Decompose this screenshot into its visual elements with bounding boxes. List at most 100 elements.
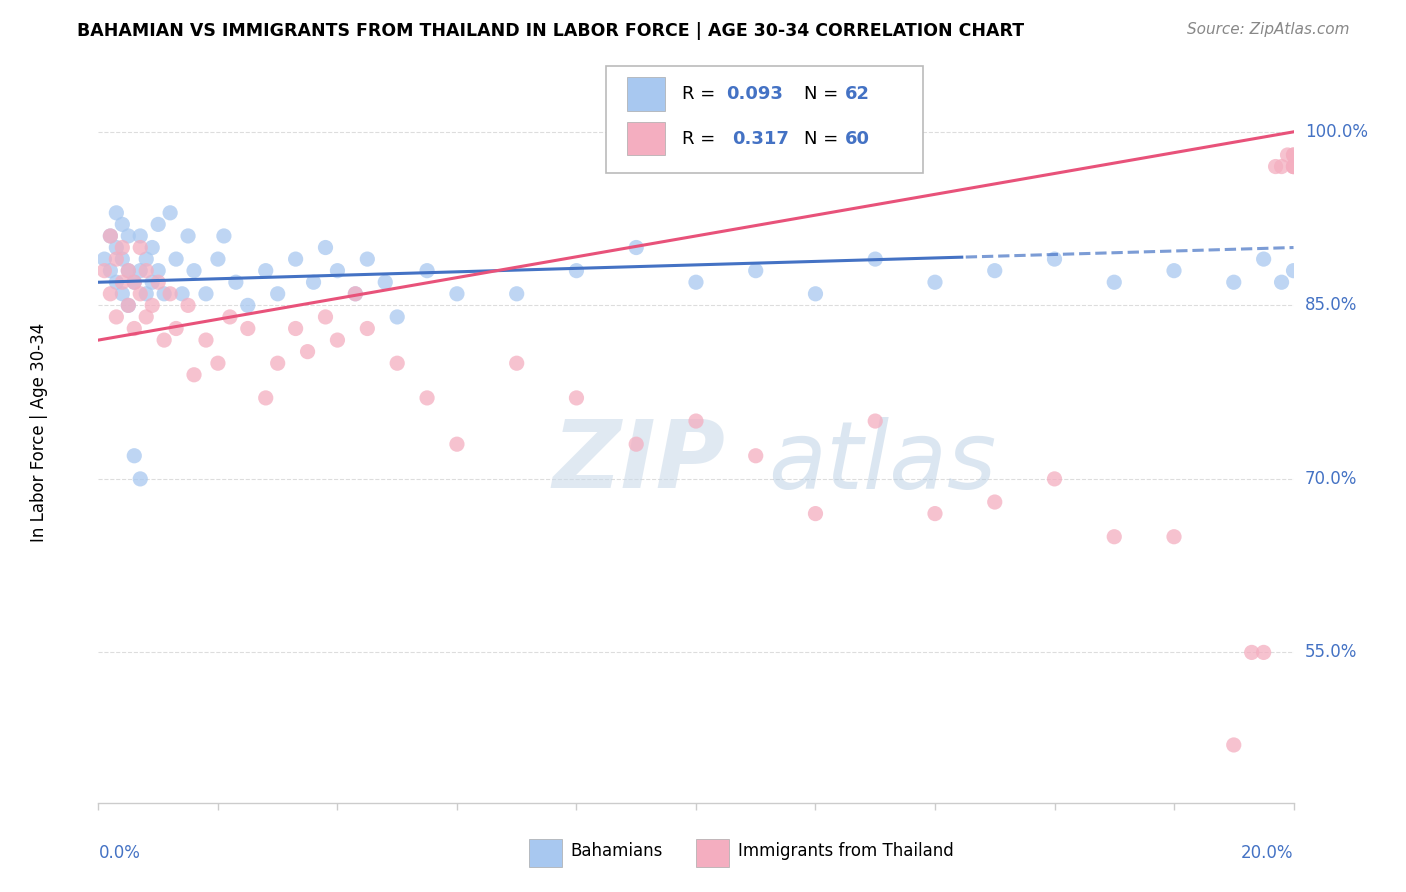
Point xyxy=(105,310,128,324)
Point xyxy=(356,252,378,266)
Point xyxy=(135,252,157,266)
Point xyxy=(1282,263,1305,277)
Point xyxy=(984,263,1007,277)
Point xyxy=(344,286,367,301)
Text: Source: ZipAtlas.com: Source: ZipAtlas.com xyxy=(1187,22,1350,37)
Point xyxy=(446,437,468,451)
Text: 20.0%: 20.0% xyxy=(1241,845,1294,863)
Point xyxy=(124,275,146,289)
Point xyxy=(236,321,259,335)
Point xyxy=(135,263,157,277)
Text: 0.0%: 0.0% xyxy=(98,845,141,863)
Bar xyxy=(627,78,665,111)
Point xyxy=(804,286,827,301)
Point xyxy=(924,275,946,289)
Point xyxy=(745,263,768,277)
Point xyxy=(565,263,588,277)
Point xyxy=(148,275,170,289)
Bar xyxy=(696,839,730,867)
Point xyxy=(1223,738,1246,752)
Point xyxy=(105,206,128,220)
Point xyxy=(111,286,134,301)
Point xyxy=(385,356,409,370)
Point xyxy=(117,263,139,277)
Point xyxy=(165,321,187,335)
Point xyxy=(1282,148,1305,162)
Point xyxy=(177,229,200,244)
Point xyxy=(124,275,146,289)
Point xyxy=(315,310,337,324)
Point xyxy=(1253,645,1275,659)
Point xyxy=(565,391,588,405)
Point xyxy=(344,286,367,301)
Point xyxy=(626,437,648,451)
Text: R =: R = xyxy=(682,129,727,148)
Point xyxy=(177,298,200,312)
Point xyxy=(924,507,946,521)
Point xyxy=(93,263,115,277)
Point xyxy=(236,298,259,312)
Point xyxy=(865,252,887,266)
Point xyxy=(98,263,122,277)
Point xyxy=(93,252,115,266)
Bar xyxy=(529,839,562,867)
Point xyxy=(865,414,887,428)
Text: 60: 60 xyxy=(845,129,870,148)
Text: N =: N = xyxy=(804,129,844,148)
Point xyxy=(267,286,290,301)
Point xyxy=(267,356,290,370)
Point xyxy=(111,275,134,289)
Point xyxy=(1277,148,1299,162)
FancyBboxPatch shape xyxy=(606,66,922,173)
Point xyxy=(153,333,176,347)
Point xyxy=(1104,275,1126,289)
Point xyxy=(153,286,176,301)
Bar xyxy=(627,121,665,155)
Point xyxy=(165,252,187,266)
Point xyxy=(129,240,152,254)
Point xyxy=(446,286,468,301)
Text: R =: R = xyxy=(682,86,721,103)
Point xyxy=(159,206,181,220)
Point xyxy=(804,507,827,521)
Point xyxy=(98,229,122,244)
Text: N =: N = xyxy=(804,86,844,103)
Point xyxy=(374,275,396,289)
Point xyxy=(1264,160,1286,174)
Point xyxy=(105,275,128,289)
Point xyxy=(98,229,122,244)
Point xyxy=(124,449,146,463)
Text: 55.0%: 55.0% xyxy=(1305,643,1357,661)
Text: 0.093: 0.093 xyxy=(725,86,783,103)
Point xyxy=(111,218,134,232)
Point xyxy=(326,333,349,347)
Text: 70.0%: 70.0% xyxy=(1305,470,1357,488)
Text: 0.317: 0.317 xyxy=(733,129,789,148)
Point xyxy=(302,275,325,289)
Point xyxy=(1282,160,1305,174)
Point xyxy=(207,356,229,370)
Point xyxy=(1043,252,1066,266)
Point xyxy=(105,240,128,254)
Point xyxy=(207,252,229,266)
Point xyxy=(117,298,139,312)
Text: 100.0%: 100.0% xyxy=(1305,123,1368,141)
Point xyxy=(984,495,1007,509)
Point xyxy=(1223,275,1246,289)
Point xyxy=(117,263,139,277)
Point xyxy=(129,229,152,244)
Point xyxy=(685,275,707,289)
Text: Bahamians: Bahamians xyxy=(571,842,662,860)
Point xyxy=(117,298,139,312)
Point xyxy=(1163,263,1185,277)
Point xyxy=(141,275,163,289)
Point xyxy=(219,310,242,324)
Point xyxy=(195,286,218,301)
Point xyxy=(385,310,409,324)
Point xyxy=(356,321,378,335)
Point xyxy=(1282,160,1305,174)
Point xyxy=(416,391,439,405)
Point xyxy=(111,252,134,266)
Point xyxy=(105,252,128,266)
Point xyxy=(148,263,170,277)
